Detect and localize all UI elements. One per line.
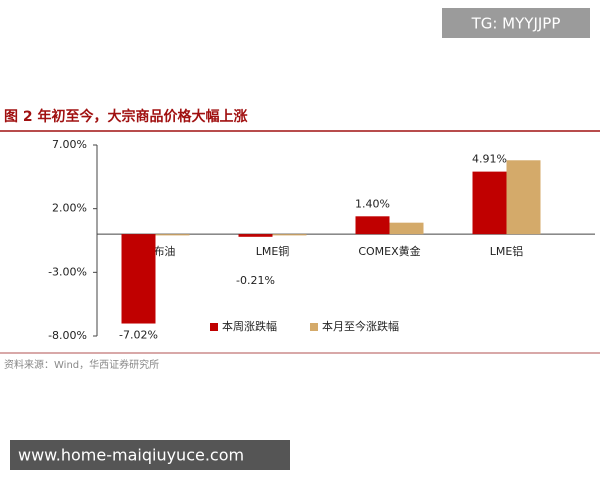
legend-swatch: [210, 323, 218, 331]
value-label: 1.40%: [355, 197, 390, 210]
bar: [355, 216, 390, 235]
watermark-box: [442, 8, 590, 38]
url-banner-box: [10, 440, 290, 470]
y-tick-label: 7.00%: [52, 138, 87, 151]
watermark: TG: MYYJJPP: [471, 15, 561, 33]
bar: [272, 234, 307, 236]
y-tick-label: -3.00%: [48, 265, 87, 278]
x-tick-label: LME铜: [256, 244, 290, 258]
url-banner: www.home-maiqiuyuce.com: [18, 446, 244, 465]
bar: [389, 222, 424, 235]
bar: [155, 234, 190, 236]
y-tick-label: 2.00%: [52, 202, 87, 215]
y-tick-label: -8.00%: [48, 329, 87, 342]
legend-label: 本周涨跌幅: [222, 319, 277, 333]
bar: [121, 234, 156, 324]
source-note: 资料来源：Wind，华西证券研究所: [4, 358, 159, 371]
value-label: 4.91%: [472, 153, 507, 166]
legend-swatch: [310, 323, 318, 331]
bar: [506, 160, 541, 235]
bar: [238, 234, 273, 237]
bar: [472, 171, 507, 235]
legend-label: 本月至今涨跌幅: [322, 319, 399, 333]
value-label: -0.21%: [236, 274, 275, 287]
value-label: -7.02%: [119, 329, 158, 342]
x-tick-label: COMEX黄金: [358, 244, 420, 258]
chart-title: 图 2 年初至今，大宗商品价格大幅上涨: [4, 108, 248, 125]
x-tick-label: LME铝: [490, 244, 524, 258]
